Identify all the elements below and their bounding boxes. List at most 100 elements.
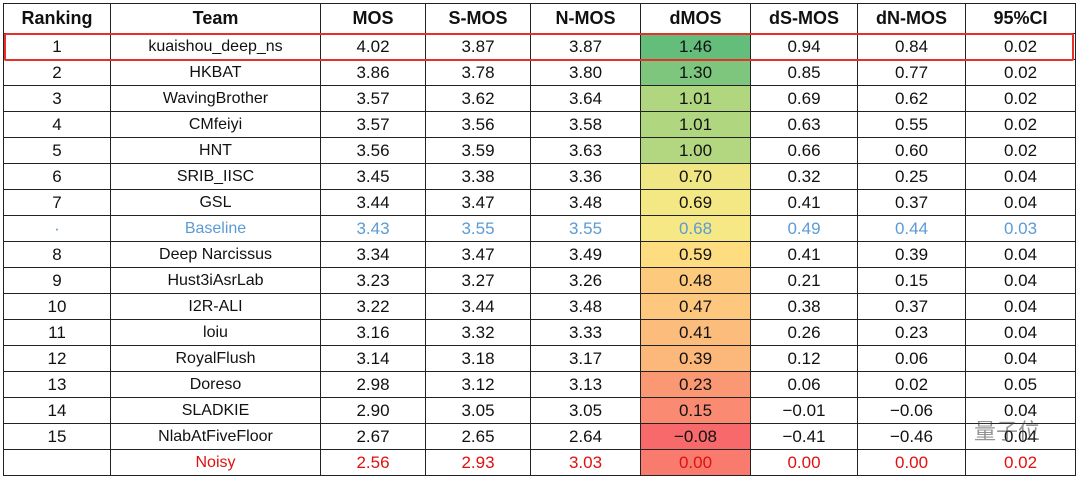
table-cell: 2.56 xyxy=(320,449,426,476)
table-cell: 3.78 xyxy=(425,59,531,86)
team-cell: WavingBrother xyxy=(110,85,321,112)
table-cell: 10 xyxy=(3,293,111,320)
table-cell: 3.05 xyxy=(530,397,641,424)
team-cell: SRIB_IISC xyxy=(110,163,321,190)
table-cell: 14 xyxy=(3,397,111,424)
table-cell: 0.04 xyxy=(965,319,1076,346)
table-cell: 0.77 xyxy=(857,59,966,86)
table-cell: 0.41 xyxy=(750,241,858,268)
table-cell: 7 xyxy=(3,189,111,216)
column-header: MOS xyxy=(320,3,426,34)
table-cell: 2.64 xyxy=(530,423,641,450)
table-cell: 3.14 xyxy=(320,345,426,372)
table-row: 12 RoyalFlush 3.14 3.18 3.17 0.39 0.12 0.06 0.04 xyxy=(3,345,1076,372)
table-cell: −0.46 xyxy=(857,423,966,450)
table-cell: −0.01 xyxy=(750,397,858,424)
table-cell: 0.02 xyxy=(857,371,966,398)
table-cell: 3.56 xyxy=(425,111,531,138)
table-cell: 12 xyxy=(3,345,111,372)
table-row: 1 kuaishou_deep_ns 4.02 3.87 3.87 1.46 0.94 0.8… xyxy=(3,33,1076,60)
table-cell: 1.30 xyxy=(640,59,751,86)
table-cell: 3.36 xyxy=(530,163,641,190)
team-cell: CMfeiyi xyxy=(110,111,321,138)
team-cell: RoyalFlush xyxy=(110,345,321,372)
table-cell: 13 xyxy=(3,371,111,398)
table-cell: 3.59 xyxy=(425,137,531,164)
table-cell: 0.69 xyxy=(640,189,751,216)
table-cell: 0.59 xyxy=(640,241,751,268)
table-cell: 0.02 xyxy=(965,85,1076,112)
table-cell: 3.05 xyxy=(425,397,531,424)
header-row: Ranking Team MOS S-MOS N-MOS dMOS dS-MOS dN-MOS… xyxy=(3,3,1076,34)
table-cell: 0.48 xyxy=(640,267,751,294)
table-cell: 0.66 xyxy=(750,137,858,164)
table-cell: 3.43 xyxy=(320,215,426,242)
table-cell: 0.23 xyxy=(640,371,751,398)
table-cell: 0.02 xyxy=(965,111,1076,138)
table-cell: 0.39 xyxy=(857,241,966,268)
table-cell: 0.04 xyxy=(965,293,1076,320)
table-cell: 0.02 xyxy=(965,449,1076,476)
column-header: dS-MOS xyxy=(750,3,858,34)
column-header: S-MOS xyxy=(425,3,531,34)
table-cell: 4 xyxy=(3,111,111,138)
table-cell: −0.41 xyxy=(750,423,858,450)
team-cell: HNT xyxy=(110,137,321,164)
table-cell: 1.46 xyxy=(640,33,751,60)
table-cell: 0.02 xyxy=(965,33,1076,60)
table-cell: 5 xyxy=(3,137,111,164)
results-table: Ranking Team MOS S-MOS N-MOS dMOS dS-MOS dN-MOS… xyxy=(3,3,1076,476)
table-cell: 3.18 xyxy=(425,345,531,372)
table-cell: 0.05 xyxy=(965,371,1076,398)
table-row: 5 HNT 3.56 3.59 3.63 1.00 0.66 0.60 0.02 xyxy=(3,137,1076,164)
table-cell: 3.47 xyxy=(425,189,531,216)
table-row: 10 I2R-ALI 3.22 3.44 3.48 0.47 0.38 0.37 0.04 xyxy=(3,293,1076,320)
table-cell: 0.85 xyxy=(750,59,858,86)
table-cell: 9 xyxy=(3,267,111,294)
team-cell: NlabAtFiveFloor xyxy=(110,423,321,450)
table-cell: 1.01 xyxy=(640,85,751,112)
table-cell: 15 xyxy=(3,423,111,450)
table-cell: 3.34 xyxy=(320,241,426,268)
table-cell: 3.48 xyxy=(530,189,641,216)
table-cell: 3.86 xyxy=(320,59,426,86)
table-cell: 0.04 xyxy=(965,189,1076,216)
table-cell: 2.93 xyxy=(425,449,531,476)
table-cell: 0.39 xyxy=(640,345,751,372)
table-cell: 2.90 xyxy=(320,397,426,424)
table-cell: 0.41 xyxy=(640,319,751,346)
table-cell: 3.16 xyxy=(320,319,426,346)
table-cell: 0.63 xyxy=(750,111,858,138)
table-cell: 3.57 xyxy=(320,85,426,112)
table-cell: 2.67 xyxy=(320,423,426,450)
table-cell: 0.04 xyxy=(965,397,1076,424)
table-cell: 11 xyxy=(3,319,111,346)
table-cell xyxy=(3,449,111,476)
column-header: dMOS xyxy=(640,3,751,34)
table-cell: 0.06 xyxy=(857,345,966,372)
column-header: 95%CI xyxy=(965,3,1076,34)
table-cell: 1.00 xyxy=(640,137,751,164)
table-cell: 8 xyxy=(3,241,111,268)
team-cell: Hust3iAsrLab xyxy=(110,267,321,294)
table-cell: 3.03 xyxy=(530,449,641,476)
table-cell: 3.63 xyxy=(530,137,641,164)
table-cell: 3.64 xyxy=(530,85,641,112)
table-cell: 0.15 xyxy=(640,397,751,424)
team-cell: Noisy xyxy=(110,449,321,476)
team-cell: kuaishou_deep_ns xyxy=(110,33,321,60)
team-cell: Deep Narcissus xyxy=(110,241,321,268)
team-cell: Baseline xyxy=(110,215,321,242)
table-cell: 0.04 xyxy=(965,423,1076,450)
table-cell: 3.80 xyxy=(530,59,641,86)
team-cell: I2R-ALI xyxy=(110,293,321,320)
table-cell: 3.38 xyxy=(425,163,531,190)
table-cell: 0.70 xyxy=(640,163,751,190)
table-cell: −0.08 xyxy=(640,423,751,450)
table-cell: 0.04 xyxy=(965,241,1076,268)
table-cell: 6 xyxy=(3,163,111,190)
table-cell: 4.02 xyxy=(320,33,426,60)
table-cell: 0.26 xyxy=(750,319,858,346)
table-cell: 0.03 xyxy=(965,215,1076,242)
table-cell: 0.23 xyxy=(857,319,966,346)
